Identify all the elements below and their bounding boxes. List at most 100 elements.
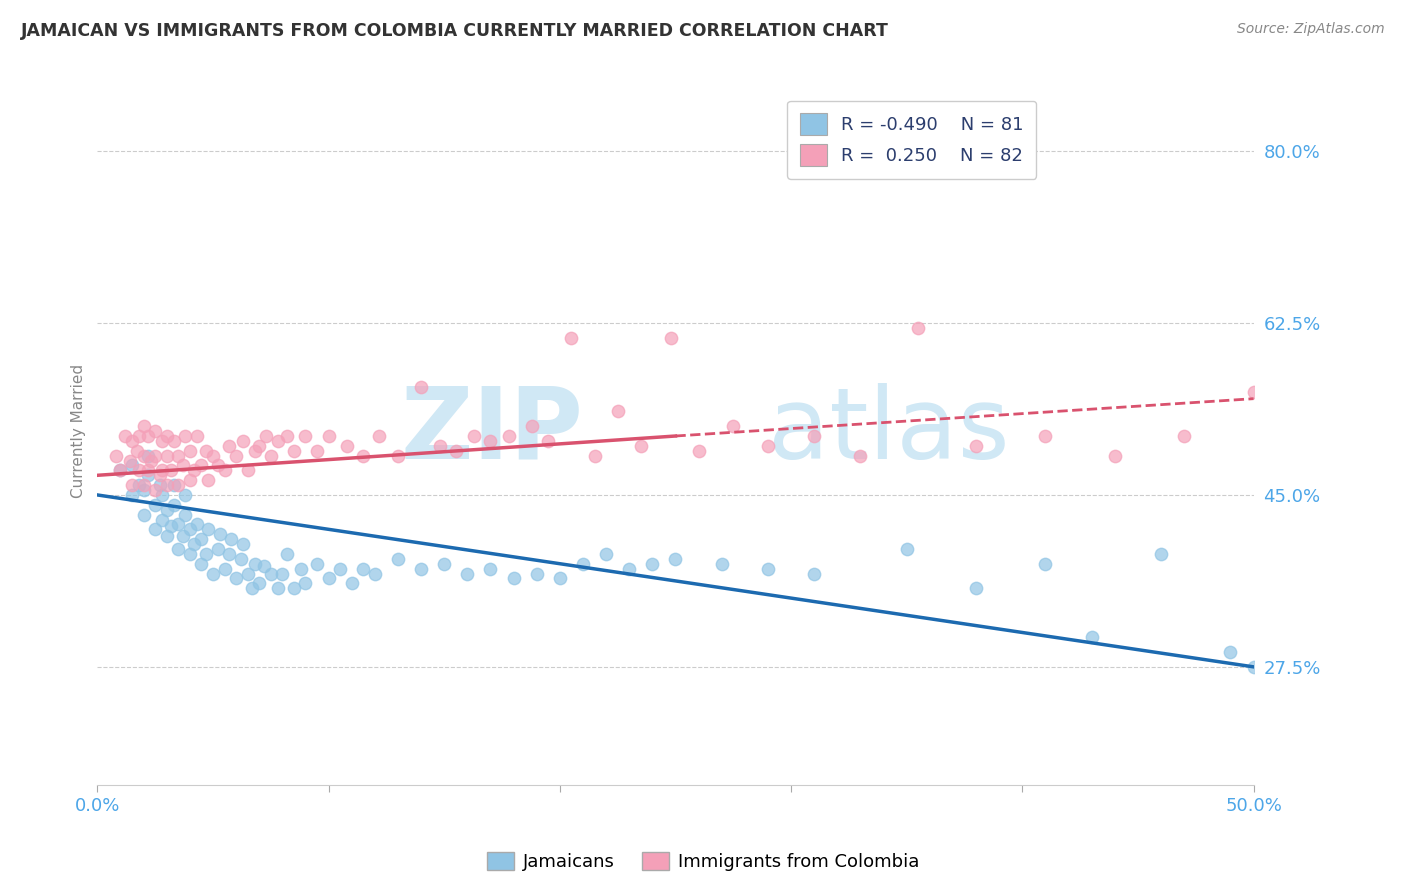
Point: [463, 429, 485, 443]
Point: [595, 547, 617, 561]
Point: [143, 449, 166, 463]
Point: [896, 541, 918, 556]
Point: [433, 557, 456, 571]
Point: [104, 449, 127, 463]
Point: [352, 561, 374, 575]
Point: [267, 434, 290, 448]
Point: [630, 439, 652, 453]
Point: [710, 557, 733, 571]
Point: [368, 429, 391, 443]
Point: [125, 443, 148, 458]
Point: [186, 517, 208, 532]
Point: [520, 419, 543, 434]
Point: [121, 488, 143, 502]
Legend: Jamaicans, Immigrants from Colombia: Jamaicans, Immigrants from Colombia: [479, 845, 927, 879]
Point: [121, 458, 143, 473]
Point: [132, 478, 155, 492]
Point: [163, 434, 186, 448]
Point: [283, 582, 305, 596]
Point: [156, 449, 179, 463]
Point: [156, 478, 179, 492]
Point: [364, 566, 387, 581]
Point: [132, 419, 155, 434]
Point: [271, 566, 294, 581]
Point: [214, 463, 236, 477]
Point: [688, 443, 710, 458]
Point: [240, 582, 263, 596]
Point: [121, 478, 143, 492]
Text: JAMAICAN VS IMMIGRANTS FROM COLOMBIA CURRENTLY MARRIED CORRELATION CHART: JAMAICAN VS IMMIGRANTS FROM COLOMBIA CUR…: [21, 22, 889, 40]
Point: [207, 541, 229, 556]
Point: [195, 443, 218, 458]
Point: [305, 557, 328, 571]
Point: [174, 488, 197, 502]
Point: [167, 517, 190, 532]
Point: [172, 529, 194, 543]
Point: [110, 463, 132, 477]
Point: [1035, 429, 1057, 443]
Point: [179, 547, 201, 561]
Point: [139, 453, 162, 467]
Point: [232, 537, 254, 551]
Point: [160, 463, 183, 477]
Point: [318, 571, 340, 585]
Point: [329, 561, 352, 575]
Point: [723, 419, 745, 434]
Point: [128, 429, 150, 443]
Point: [526, 566, 548, 581]
Point: [260, 449, 283, 463]
Point: [132, 508, 155, 522]
Point: [128, 478, 150, 492]
Point: [1150, 547, 1173, 561]
Point: [236, 566, 259, 581]
Point: [803, 429, 825, 443]
Point: [221, 532, 243, 546]
Point: [1243, 384, 1265, 399]
Point: [179, 522, 201, 536]
Point: [190, 532, 212, 546]
Point: [201, 566, 224, 581]
Point: [641, 557, 664, 571]
Point: [179, 443, 201, 458]
Point: [136, 463, 159, 477]
Point: [965, 582, 987, 596]
Point: [664, 551, 686, 566]
Point: [172, 458, 194, 473]
Point: [276, 547, 298, 561]
Point: [247, 576, 270, 591]
Point: [756, 561, 779, 575]
Point: [572, 557, 595, 571]
Point: [619, 561, 641, 575]
Point: [1035, 557, 1057, 571]
Point: [247, 439, 270, 453]
Point: [197, 522, 219, 536]
Point: [132, 483, 155, 497]
Point: [156, 529, 179, 543]
Point: [276, 429, 298, 443]
Point: [229, 551, 252, 566]
Point: [498, 429, 520, 443]
Point: [583, 449, 606, 463]
Point: [907, 321, 929, 335]
Point: [444, 443, 467, 458]
Point: [318, 429, 340, 443]
Point: [208, 527, 231, 541]
Point: [225, 449, 247, 463]
Point: [150, 463, 173, 477]
Point: [537, 434, 560, 448]
Point: [387, 551, 409, 566]
Point: [174, 429, 197, 443]
Point: [548, 571, 571, 585]
Point: [118, 453, 141, 467]
Point: [236, 463, 259, 477]
Point: [411, 561, 433, 575]
Legend: R = -0.490    N = 81, R =  0.250    N = 82: R = -0.490 N = 81, R = 0.250 N = 82: [787, 101, 1036, 179]
Point: [294, 429, 316, 443]
Point: [502, 571, 524, 585]
Point: [195, 547, 218, 561]
Point: [218, 547, 240, 561]
Point: [340, 576, 363, 591]
Point: [214, 561, 236, 575]
Point: [114, 429, 136, 443]
Point: [128, 463, 150, 477]
